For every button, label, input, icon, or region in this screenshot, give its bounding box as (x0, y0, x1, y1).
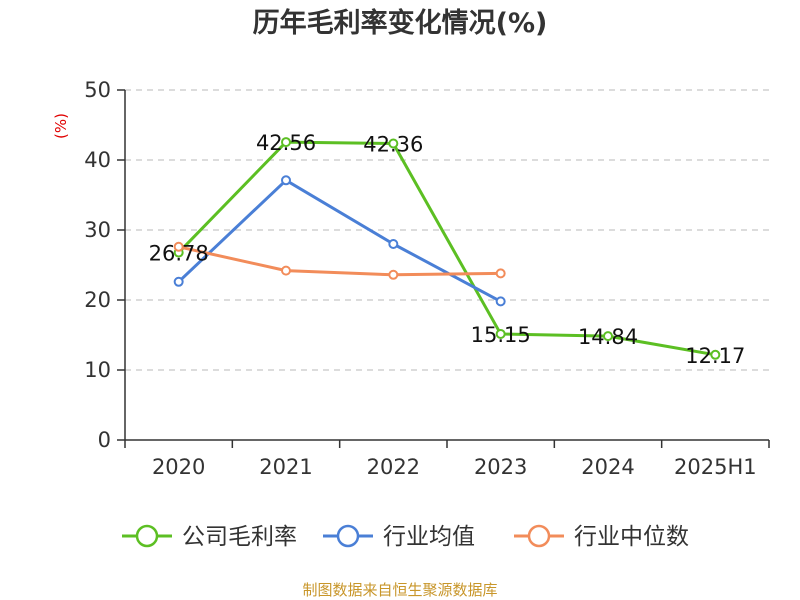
data-point (603, 331, 613, 342)
data-point (281, 137, 291, 148)
data-point (173, 276, 184, 287)
legend-marker (135, 524, 159, 548)
series-line-0 (177, 140, 716, 357)
data-point (281, 265, 291, 276)
source-note: 制图数据来自恒生聚源数据库 (302, 581, 497, 599)
y-tick-label: 0 (98, 428, 111, 452)
x-tick-label: 2020 (152, 455, 205, 479)
data-label: 42.56 (256, 131, 316, 155)
y-tick-label: 30 (84, 218, 111, 242)
data-label: 15.15 (471, 323, 531, 347)
x-tick-label: 2025H1 (674, 455, 757, 479)
data-point (495, 296, 506, 307)
gridlines (125, 89, 769, 371)
series-line-1 (177, 178, 502, 303)
data-point (388, 239, 399, 249)
x-tick-label: 2021 (259, 455, 312, 479)
x-tick-label: 2022 (367, 455, 420, 479)
x-tick-label: 2024 (581, 455, 634, 479)
data-labels: 26.78 42.56 42.36 15.15 14.84 12.17 (149, 131, 746, 368)
data-point (495, 268, 506, 279)
legend-marker (527, 524, 551, 548)
data-point (388, 269, 399, 280)
data-label: 42.36 (363, 132, 423, 156)
data-point (495, 328, 506, 339)
y-axis-unit: (%) (52, 113, 70, 139)
data-point (173, 241, 184, 252)
legend-label[interactable]: 行业均值 (383, 524, 475, 550)
data-label: 12.17 (685, 344, 745, 368)
legend[interactable]: 公司毛利率 行业均值 行业中位数 (122, 524, 689, 550)
chart-title: 历年毛利率变化情况(%) (253, 7, 548, 39)
y-tick-label: 20 (84, 288, 111, 312)
legend-label[interactable]: 行业中位数 (574, 524, 689, 550)
data-label: 14.84 (578, 325, 638, 349)
y-tick-label: 40 (84, 148, 111, 172)
series-group (173, 137, 721, 360)
data-point (388, 138, 399, 149)
y-tick-label: 10 (84, 358, 111, 382)
data-point (281, 175, 291, 186)
series-line-2 (178, 245, 501, 277)
legend-label[interactable]: 公司毛利率 (182, 524, 297, 550)
data-label: 26.78 (149, 242, 209, 266)
y-tick-label: 50 (84, 78, 111, 102)
axes: 0 10 20 30 40 50 2020 2021 2022 2023 2024 2025H1 (84, 78, 770, 479)
legend-marker (336, 524, 360, 548)
data-point (710, 349, 721, 360)
x-tick-label: 2023 (474, 455, 527, 479)
